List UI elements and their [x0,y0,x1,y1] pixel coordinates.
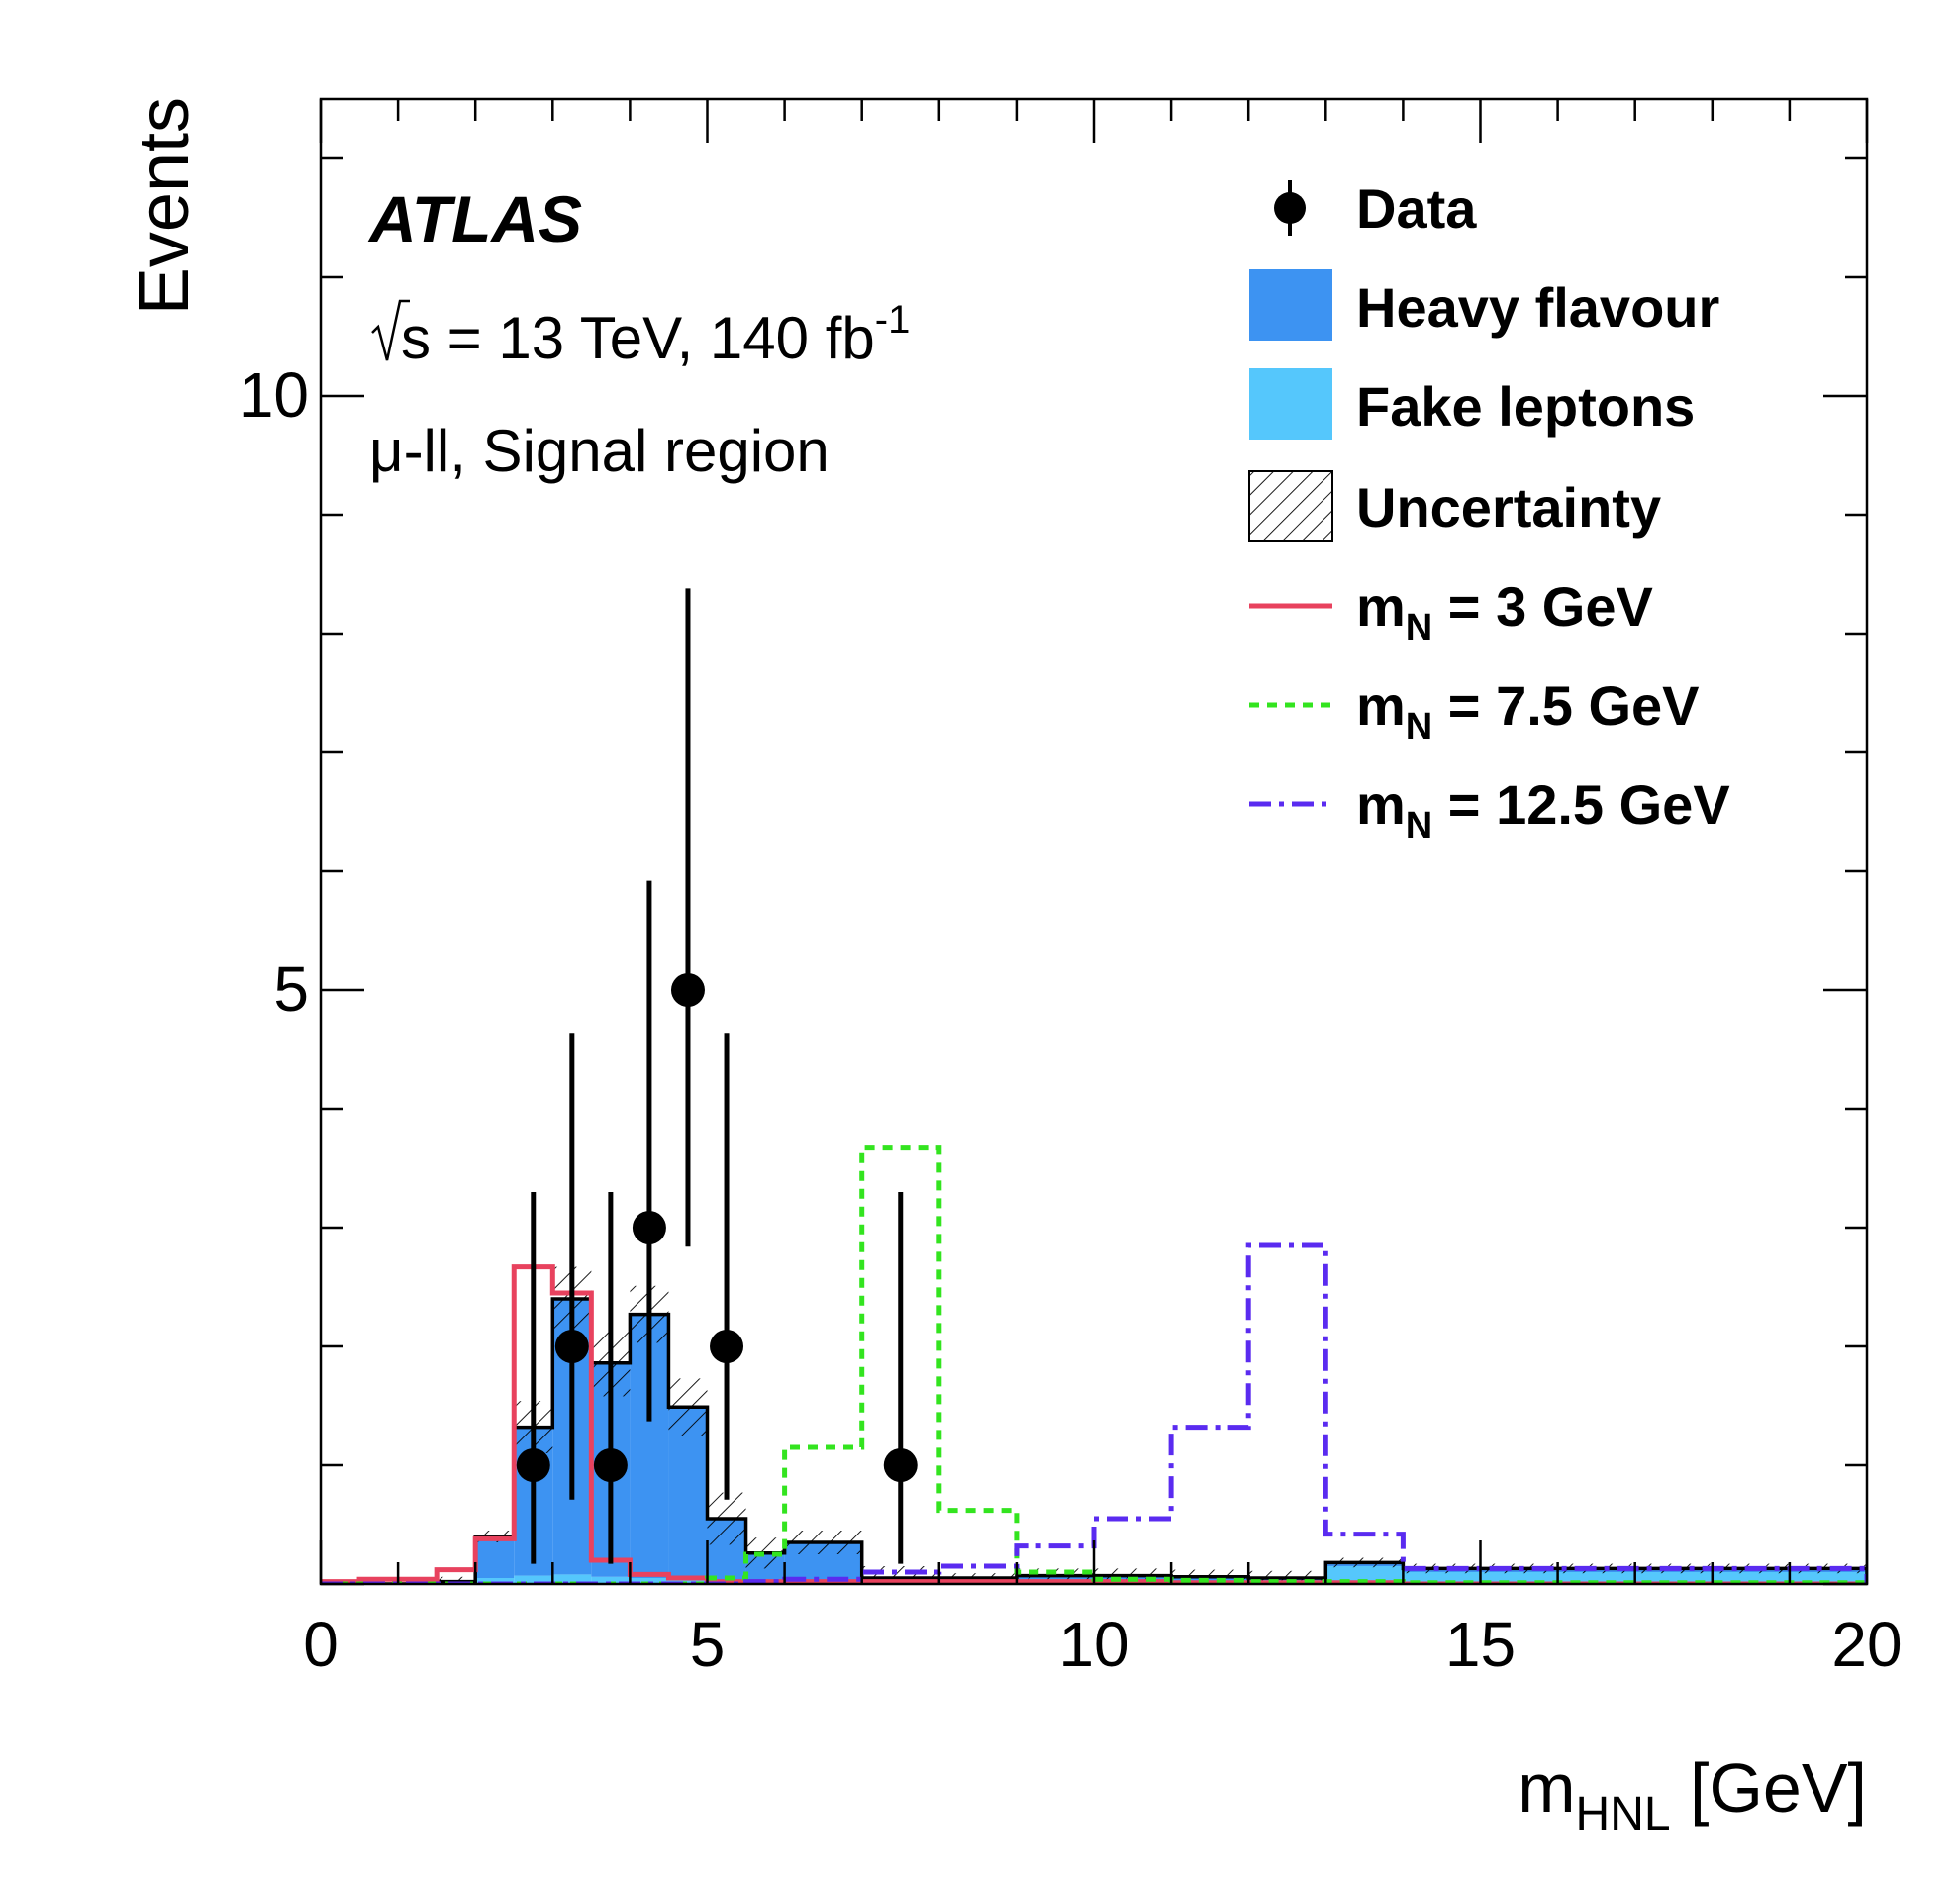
legend-label-heavy-flavour: Heavy flavour [1356,276,1719,339]
x-tick-label: 5 [690,1609,726,1680]
legend-label-sig125: mN = 12.5 GeV [1356,773,1730,846]
data-point [516,1448,550,1482]
x-tick-labels: 0 5 10 15 20 [303,1609,1902,1680]
lumi-exponent: -1 [875,298,911,342]
legend-item-sig125: mN = 12.5 GeV [1249,773,1730,846]
uncertainty-bin [668,1378,708,1436]
heavy-flavour-bar [668,1407,708,1580]
legend-data-marker [1274,192,1306,224]
experiment-label: ATLAS [367,182,582,255]
legend-sig75-m: m [1356,674,1406,737]
uncertainty-bin [707,1492,746,1545]
data-points [516,588,918,1564]
y-tick-label: 10 [239,359,309,431]
x-tick-label: 0 [303,1609,339,1680]
axis-ticks [319,99,1869,1586]
legend-label-uncertainty: Uncertainty [1356,476,1661,539]
energy-lumi-value: = 13 TeV, 140 fb [431,305,875,371]
legend-label-data: Data [1356,177,1477,240]
legend-sig75-sub: N [1406,706,1432,747]
data-point [883,1448,918,1482]
x-tick-label: 10 [1058,1609,1128,1680]
x-axis-title-sub: HNL [1576,1788,1671,1840]
legend-sig3-value: = 3 GeV [1432,575,1653,638]
uncertainty-bin [1325,1557,1404,1568]
legend-item-heavy-flavour: Heavy flavour [1249,269,1719,341]
x-axis-title: mHNL [GeV] [1518,1749,1867,1840]
x-tick-label: 20 [1831,1609,1902,1680]
legend-item-data: Data [1274,177,1477,240]
uncertainty-bin [784,1531,862,1554]
data-point [670,973,705,1007]
y-tick-labels: 5 10 [239,359,309,1025]
heavy-flavour-bar [475,1536,515,1578]
fake-leptons-bar [552,1574,592,1584]
signal-7p5gev-curve [321,1145,1867,1584]
data-point [593,1448,628,1482]
fake-leptons-bar [514,1575,553,1584]
x-axis-title-unit: [GeV] [1671,1749,1867,1827]
x-tick-label: 15 [1445,1609,1516,1680]
legend-sig3-m: m [1356,575,1406,638]
legend-swatch-fake-leptons [1249,368,1332,440]
legend-sig125-sub: N [1406,805,1432,846]
legend-item-uncertainty: Uncertainty [1248,470,1661,542]
uncertainty-bin [938,1573,1017,1583]
y-axis-title: Events [125,97,204,315]
legend-sig75-value: = 7.5 GeV [1432,674,1699,737]
x-axis-title-m: m [1518,1749,1575,1827]
sqrt-s: s [401,305,431,371]
uncertainty-bin [437,1576,476,1584]
sqrt-symbol [371,299,410,361]
legend-item-sig3: mN = 3 GeV [1249,575,1653,648]
data-point [710,1330,744,1363]
fake-leptons-bar [591,1576,631,1584]
energy-lumi-label: s = 13 TeV, 140 fb-1 [371,298,910,371]
y-tick-label: 5 [273,953,309,1025]
legend-swatch-uncertainty [1248,470,1333,542]
fake-leptons-bar [630,1578,669,1584]
legend-sig125-m: m [1356,773,1406,836]
legend-label-sig3: mN = 3 GeV [1356,575,1653,648]
region-label: μ-ll, Signal region [369,418,830,484]
legend-sig125-value: = 12.5 GeV [1432,773,1729,836]
legend-swatch-heavy-flavour [1249,269,1332,341]
legend-label-sig75: mN = 7.5 GeV [1356,674,1700,747]
legend: Data Heavy flavour Fake leptons Uncertai… [1248,177,1730,846]
energy-lumi-text: s = 13 TeV, 140 fb-1 [401,298,910,371]
legend-label-fake-leptons: Fake leptons [1356,375,1695,438]
data-point [632,1211,666,1244]
legend-item-sig75: mN = 7.5 GeV [1249,674,1700,747]
legend-item-fake-leptons: Fake leptons [1249,368,1695,440]
fake-leptons-bar [475,1578,515,1584]
legend-sig3-sub: N [1406,607,1432,648]
data-point [554,1330,589,1363]
fake-leptons-bar [668,1579,708,1584]
